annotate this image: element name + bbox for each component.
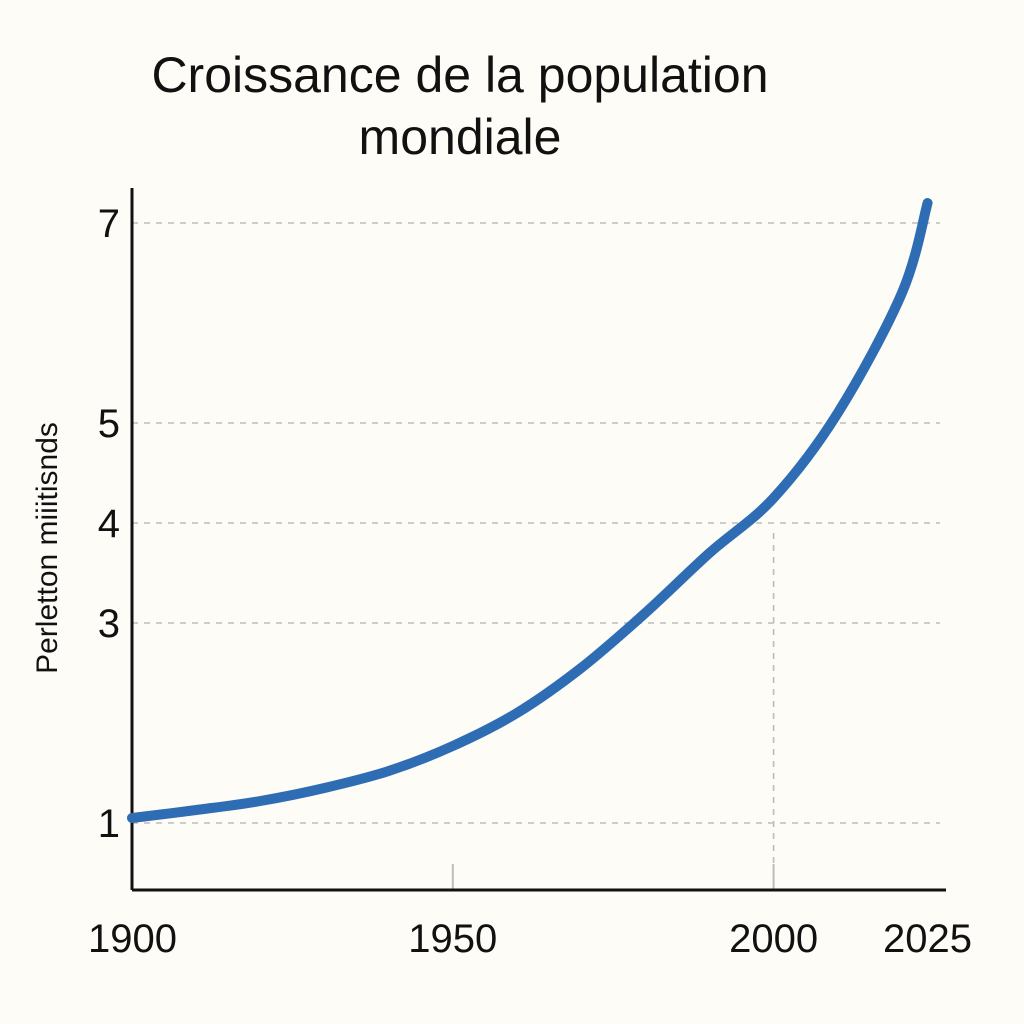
y-tick-label-5: 5 (98, 402, 120, 446)
population-series-line (127, 198, 933, 823)
x-tick-label-1900: 1900 (88, 917, 177, 961)
chart-title-line-2: mondiale (358, 109, 562, 165)
y-tick-label-3: 3 (98, 602, 120, 646)
x-tick-label-2025: 2025 (883, 917, 972, 961)
x-tick-label-2000: 2000 (729, 917, 818, 961)
y-tick-label-7: 7 (98, 202, 120, 246)
x-tick-label-1950: 1950 (408, 917, 497, 961)
y-tick-label-1: 1 (98, 802, 120, 846)
chart-title-line-1: Croissance de la population (151, 47, 769, 103)
chart-title: Croissance de la population mondiale (0, 44, 920, 168)
y-tick-label-4: 4 (98, 502, 120, 546)
